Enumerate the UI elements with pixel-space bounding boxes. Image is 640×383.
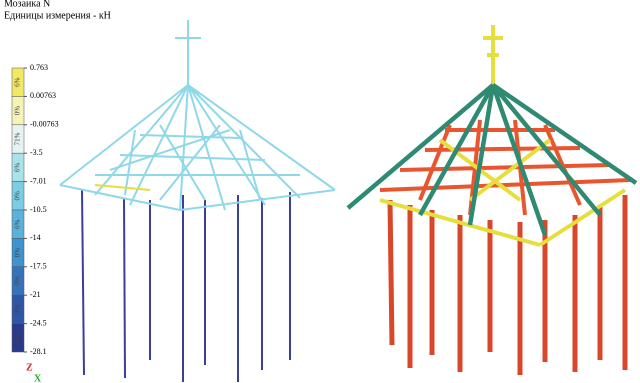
left-roof xyxy=(59,20,336,211)
legend-percent: 0% xyxy=(14,305,22,315)
legend-tick-label: -3.5 xyxy=(30,148,43,157)
legend-tick-label: -0.00763 xyxy=(30,120,59,129)
legend-tick-label: -24.5 xyxy=(30,318,47,327)
right-columns xyxy=(387,195,628,375)
legend-percent: 0% xyxy=(14,106,22,116)
legend-percent: 0% xyxy=(14,276,22,286)
legend-percent: 1% xyxy=(14,333,22,343)
legend-tick-label: -21 xyxy=(30,290,41,299)
right-beams xyxy=(379,119,631,216)
legend-percent: 6% xyxy=(14,219,22,229)
legend-percent: 71% xyxy=(14,132,22,145)
legend-percent: 0% xyxy=(14,191,22,201)
legend-tick-label: 0.763 xyxy=(30,63,48,72)
right-rafters xyxy=(346,83,638,236)
legend-percent: 6% xyxy=(14,77,22,87)
left-columns xyxy=(81,189,291,382)
title: Мозаика N xyxy=(4,0,50,9)
legend-tick-label: -10.5 xyxy=(30,205,47,214)
legend-swatch xyxy=(11,323,25,353)
legend-percent: 0% xyxy=(14,248,22,258)
units: Единицы измерения - кН xyxy=(4,10,111,21)
axis-z: Z xyxy=(26,362,33,373)
legend-percent: 6% xyxy=(14,163,22,173)
legend: 6% 0% 71% 6% 0% 6% 0% 0% 0% 1% 0.763 0.00763 -0.0076… xyxy=(11,63,59,356)
right-yellow xyxy=(379,25,627,247)
legend-tick-label: -7.01 xyxy=(30,176,47,185)
left-yellow xyxy=(94,184,151,191)
legend-tick-label: -14 xyxy=(30,233,41,242)
axis-x: X xyxy=(34,373,42,383)
legend-tick-label: 0.00763 xyxy=(30,91,56,100)
legend-tick-label: -28.1 xyxy=(30,347,47,356)
legend-tick-label: -17.5 xyxy=(30,262,47,271)
